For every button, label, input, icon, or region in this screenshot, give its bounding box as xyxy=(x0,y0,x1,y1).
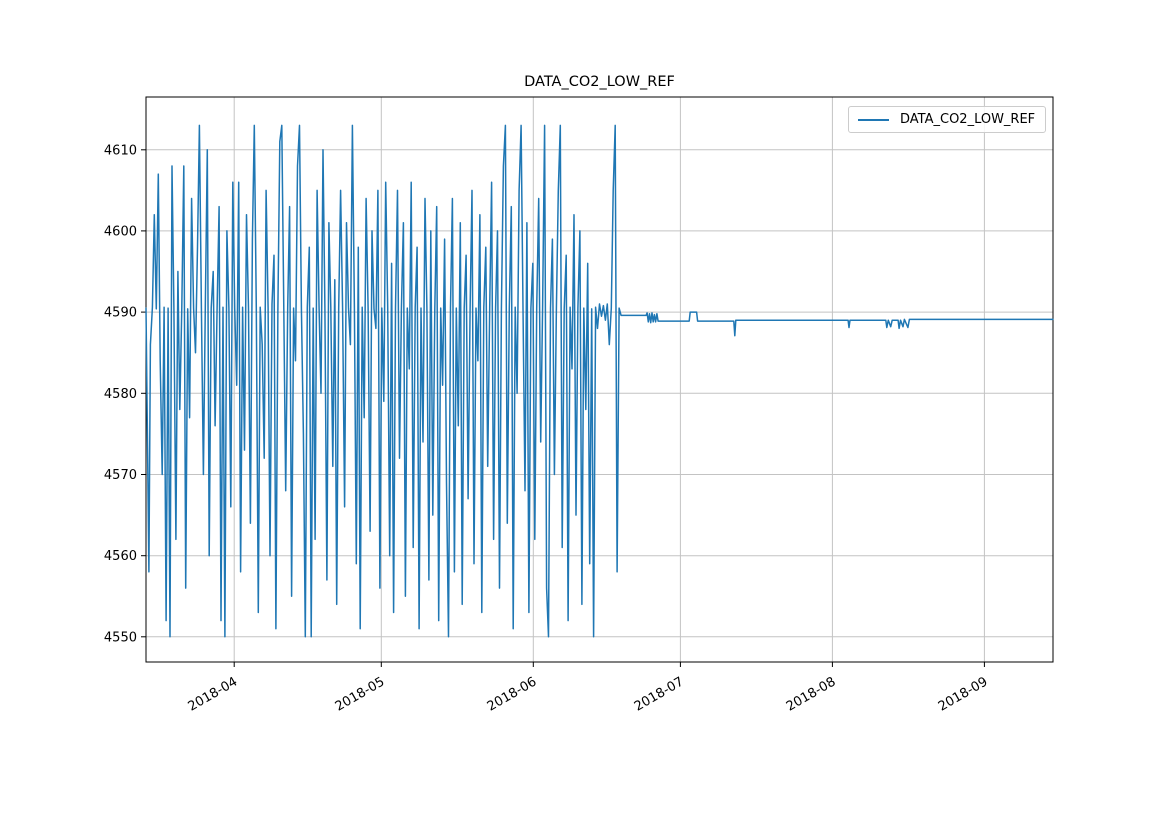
y-tick-label: 4560 xyxy=(104,549,137,564)
y-tick-label: 4570 xyxy=(104,468,137,483)
x-tick-label: 2018-04 xyxy=(186,674,241,714)
x-tick-label: 2018-05 xyxy=(333,674,388,714)
y-tick-label: 4610 xyxy=(104,143,137,158)
data-series-line xyxy=(145,124,1054,638)
x-tick-label: 2018-06 xyxy=(485,674,540,714)
legend-label: DATA_CO2_LOW_REF xyxy=(900,112,1036,127)
legend-box: DATA_CO2_LOW_REF xyxy=(848,106,1047,133)
plot-border xyxy=(145,96,1054,663)
legend-line-sample xyxy=(858,118,889,121)
y-tick-label: 4580 xyxy=(104,387,137,402)
chart-title: DATA_CO2_LOW_REF xyxy=(524,74,675,90)
x-tick-label: 2018-09 xyxy=(936,674,991,714)
y-tick-label: 4590 xyxy=(104,306,137,321)
y-tick-label: 4550 xyxy=(104,630,137,645)
x-tick-label: 2018-07 xyxy=(632,674,687,714)
x-tick-label: 2018-08 xyxy=(784,674,839,714)
y-tick-label: 4600 xyxy=(104,224,137,239)
